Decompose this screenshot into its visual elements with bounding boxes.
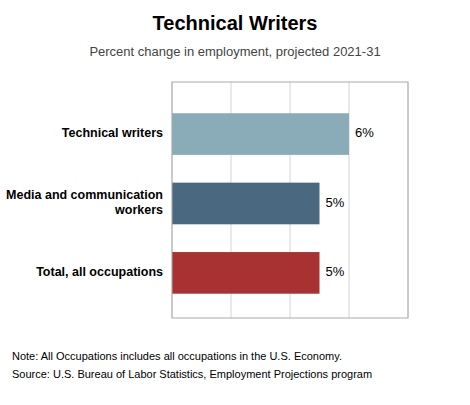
category-label: Total, all occupations bbox=[36, 265, 163, 279]
chart: Technical Writers Percent change in emplo… bbox=[0, 0, 470, 405]
category-label: Technical writers bbox=[62, 126, 163, 140]
bar bbox=[172, 252, 320, 294]
grid bbox=[172, 82, 408, 318]
notes: Note: All Occupations includes all occup… bbox=[12, 350, 372, 380]
chart-container: Technical Writers Percent change in emplo… bbox=[0, 0, 470, 405]
category-label: Media and communicationworkers bbox=[6, 188, 163, 217]
plot-frame bbox=[172, 82, 408, 318]
background bbox=[0, 0, 470, 405]
note: Note: All Occupations includes all occup… bbox=[12, 350, 342, 362]
data-label: 5% bbox=[326, 195, 345, 210]
y-axis-labels: Total, all occupations Media and communic… bbox=[6, 126, 163, 279]
data-labels: 5% 5% 6% bbox=[326, 125, 375, 279]
data-label: 6% bbox=[355, 125, 374, 140]
note: Source: U.S. Bureau of Labor Statistics,… bbox=[12, 368, 372, 380]
subtitle: Percent change in employment, projected … bbox=[89, 44, 380, 59]
bar bbox=[172, 183, 320, 225]
bar bbox=[172, 113, 349, 155]
bars bbox=[172, 113, 349, 293]
title: Technical Writers bbox=[153, 12, 318, 34]
data-label: 5% bbox=[326, 264, 345, 279]
